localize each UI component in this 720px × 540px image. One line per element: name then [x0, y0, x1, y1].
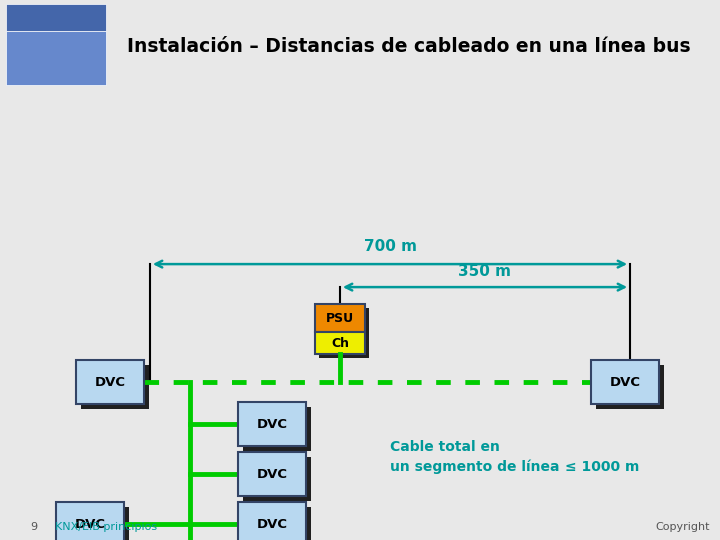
FancyBboxPatch shape — [56, 502, 124, 540]
Text: DVC: DVC — [74, 518, 106, 531]
FancyBboxPatch shape — [243, 407, 311, 451]
Text: DVC: DVC — [610, 376, 641, 389]
FancyBboxPatch shape — [238, 452, 306, 496]
FancyBboxPatch shape — [591, 360, 659, 404]
Text: DVC: DVC — [94, 376, 125, 389]
FancyBboxPatch shape — [61, 507, 129, 540]
Text: ≤ 1000 m: ≤ 1000 m — [565, 460, 639, 474]
Text: PSU: PSU — [326, 312, 354, 325]
Text: DVC: DVC — [256, 417, 287, 430]
FancyBboxPatch shape — [596, 365, 664, 409]
Text: KNX/EIB principios: KNX/EIB principios — [55, 522, 157, 532]
FancyBboxPatch shape — [315, 332, 365, 354]
Text: 700 m: 700 m — [364, 239, 416, 254]
Text: un segmento de línea: un segmento de línea — [390, 460, 559, 474]
FancyBboxPatch shape — [238, 402, 306, 446]
FancyBboxPatch shape — [76, 360, 144, 404]
FancyBboxPatch shape — [243, 507, 311, 540]
Text: 350 m: 350 m — [459, 264, 511, 279]
FancyBboxPatch shape — [243, 457, 311, 501]
Bar — [6, 31, 106, 85]
Text: Copyright: Copyright — [655, 522, 710, 532]
Text: Cable total en: Cable total en — [390, 440, 500, 454]
Text: DVC: DVC — [256, 468, 287, 481]
FancyBboxPatch shape — [315, 304, 365, 332]
FancyBboxPatch shape — [81, 365, 149, 409]
Text: 9: 9 — [30, 522, 37, 532]
Text: DVC: DVC — [256, 518, 287, 531]
FancyBboxPatch shape — [319, 308, 369, 358]
Bar — [6, 4, 106, 31]
Text: Ch: Ch — [331, 336, 349, 349]
FancyBboxPatch shape — [238, 502, 306, 540]
Text: Instalación – Distancias de cableado en una línea bus: Instalación – Distancias de cableado en … — [127, 37, 690, 56]
